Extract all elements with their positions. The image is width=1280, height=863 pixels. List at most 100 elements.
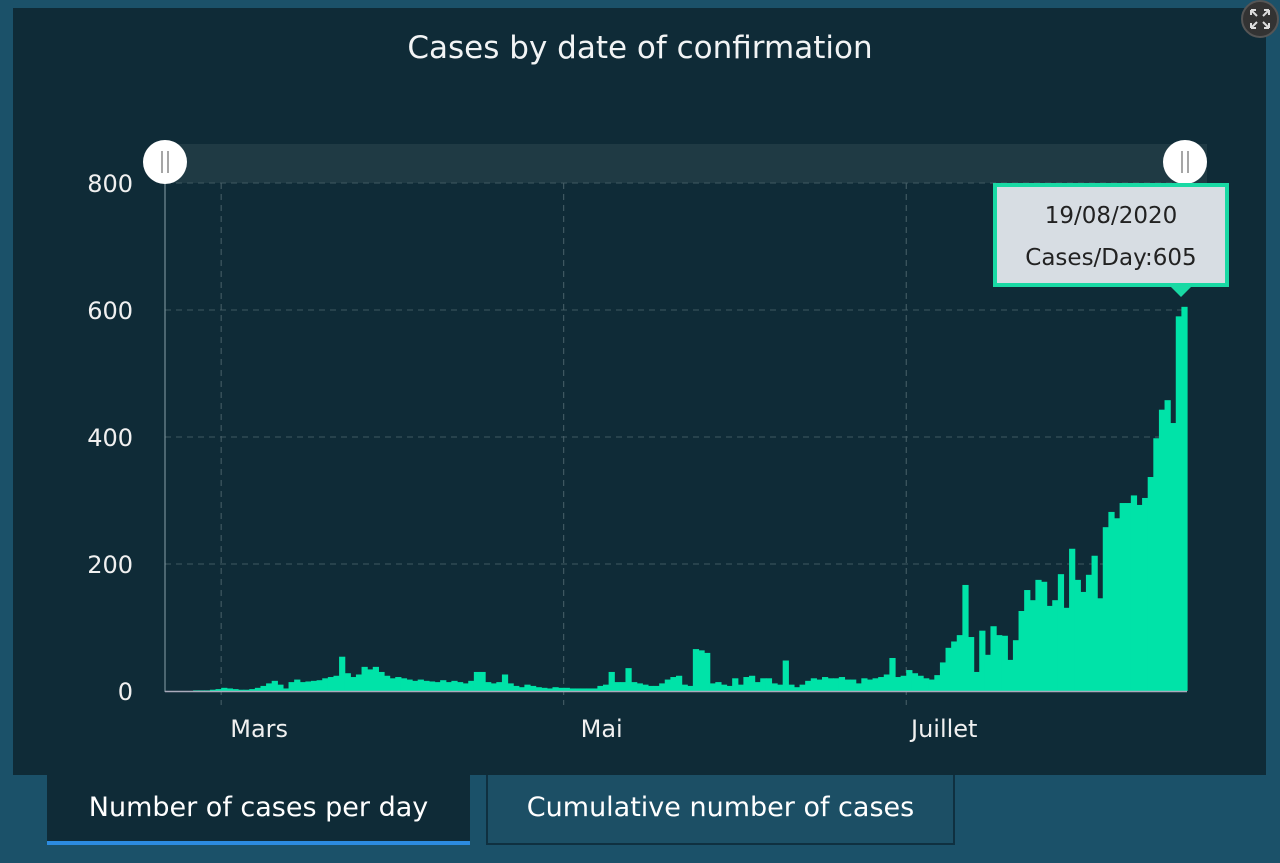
range-handle-left[interactable] [143, 140, 187, 184]
bar [670, 677, 677, 691]
bar [271, 680, 278, 691]
bar [1147, 477, 1154, 691]
bar [558, 687, 565, 691]
bar [1142, 497, 1149, 691]
bar [1119, 503, 1126, 691]
bar [715, 682, 722, 691]
bar [1029, 600, 1036, 691]
bar [468, 680, 475, 691]
bar [513, 685, 520, 691]
bar [412, 680, 419, 691]
bar [215, 689, 222, 691]
bar [1097, 598, 1104, 691]
bar [737, 684, 744, 691]
bar [282, 688, 290, 691]
bar [1069, 548, 1076, 691]
bar [1046, 605, 1053, 691]
y-tick-label: 400 [87, 424, 133, 452]
bar [1057, 574, 1065, 691]
bar [647, 685, 655, 691]
bar [395, 677, 402, 691]
bar [1125, 503, 1132, 691]
tab-cases-per-day[interactable]: Number of cases per day [47, 775, 470, 845]
bar [535, 687, 542, 691]
bar [631, 682, 638, 691]
bar [355, 674, 363, 691]
x-tick-label: Juillet [909, 715, 977, 743]
bar [659, 683, 666, 691]
bar [720, 684, 728, 691]
bar [243, 689, 250, 691]
bar [445, 682, 452, 691]
bar [1136, 504, 1143, 691]
range-handle-right[interactable] [1163, 140, 1207, 184]
bar [704, 652, 711, 691]
bar [889, 657, 896, 691]
bar [608, 671, 615, 691]
bar [782, 660, 789, 691]
bar [1063, 607, 1070, 691]
x-tick-label: Mars [230, 715, 288, 743]
bar [406, 679, 413, 691]
bar [973, 671, 980, 691]
bar [400, 678, 408, 691]
bar [462, 683, 469, 691]
bar [765, 678, 773, 691]
bar [990, 626, 997, 691]
bar [1130, 495, 1138, 691]
bar [872, 678, 879, 691]
bar [299, 682, 306, 691]
bar [777, 684, 784, 691]
tooltip-date: 19/08/2020 [1044, 203, 1178, 229]
bar [209, 689, 217, 691]
bar [850, 679, 857, 691]
tab-cumulative-cases[interactable]: Cumulative number of cases [486, 775, 955, 845]
bar [524, 684, 531, 691]
bar [1041, 581, 1048, 691]
bar [1175, 316, 1182, 691]
bar [866, 679, 874, 691]
bar [249, 689, 256, 691]
bar [440, 680, 447, 691]
bar [900, 675, 907, 691]
bar [367, 669, 374, 691]
bar [591, 688, 598, 691]
bar [1102, 527, 1109, 691]
handle-circle [143, 140, 187, 184]
bar [518, 687, 525, 691]
bar [193, 690, 200, 691]
bar [417, 679, 424, 691]
bar [861, 678, 868, 691]
bar [569, 688, 576, 691]
bar [760, 678, 767, 691]
bar [254, 687, 262, 691]
bar [1170, 423, 1177, 691]
bar [883, 674, 890, 691]
bar [749, 675, 756, 691]
bar [923, 678, 930, 691]
bar [1085, 574, 1093, 691]
bar [485, 682, 492, 691]
bar [507, 683, 514, 691]
bar [636, 683, 643, 691]
bar [619, 682, 627, 691]
bar [277, 684, 284, 691]
bar [311, 680, 318, 691]
bar [698, 650, 705, 691]
bar [1108, 511, 1115, 691]
expand-button[interactable] [1241, 0, 1279, 38]
bar [917, 675, 924, 691]
bar [372, 666, 379, 691]
bar [895, 677, 902, 691]
bar [653, 685, 660, 691]
bar [389, 678, 396, 691]
x-tick-label: Mai [581, 715, 623, 743]
bar [563, 687, 570, 691]
bar [743, 677, 750, 691]
bar [1091, 555, 1098, 691]
bar [956, 635, 963, 691]
bar [546, 688, 554, 691]
bar [344, 673, 351, 691]
bar [238, 689, 245, 691]
